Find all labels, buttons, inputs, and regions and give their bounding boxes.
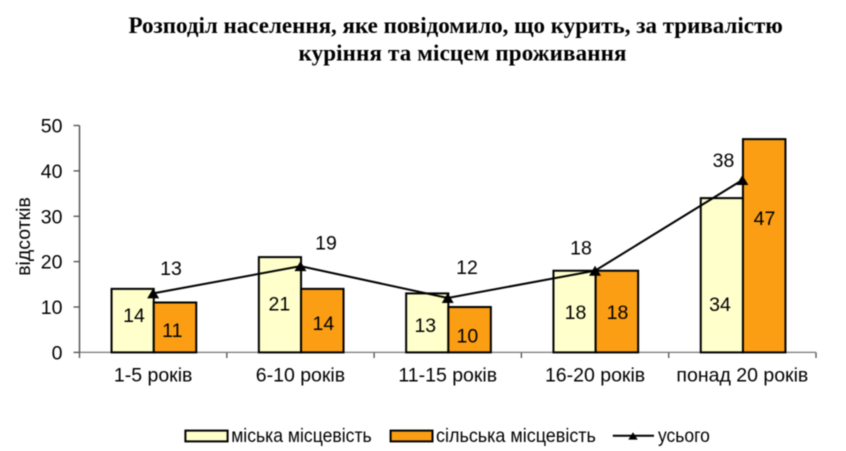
svg-text:Розподіл населення, яке повідо: Розподіл населення, яке повідомило, що к…	[129, 13, 783, 38]
svg-text:18: 18	[565, 302, 587, 324]
svg-text:47: 47	[754, 208, 776, 230]
svg-text:40: 40	[41, 161, 63, 183]
svg-text:відсотків: відсотків	[13, 197, 35, 276]
svg-text:11: 11	[162, 320, 182, 342]
svg-text:14: 14	[313, 313, 335, 335]
svg-text:34: 34	[709, 294, 731, 316]
svg-text:міська місцевість: міська місцевість	[231, 425, 372, 447]
svg-text:18: 18	[570, 237, 592, 259]
svg-text:50: 50	[41, 116, 63, 138]
svg-text:10: 10	[41, 297, 63, 319]
svg-text:14: 14	[123, 305, 145, 327]
svg-text:куріння та місцем проживання: куріння та місцем проживання	[299, 41, 627, 66]
svg-text:20: 20	[41, 252, 63, 274]
svg-text:16-20 років: 16-20 років	[545, 364, 645, 386]
svg-text:1-5 років: 1-5 років	[114, 364, 193, 386]
svg-text:понад 20 років: понад 20 років	[676, 364, 808, 386]
svg-text:18: 18	[607, 302, 629, 324]
svg-text:21: 21	[269, 294, 291, 316]
svg-text:19: 19	[315, 232, 337, 254]
svg-text:30: 30	[41, 206, 63, 228]
svg-text:11-15 років: 11-15 років	[398, 364, 497, 386]
svg-text:13: 13	[160, 258, 182, 280]
svg-text:38: 38	[713, 150, 735, 172]
svg-text:13: 13	[414, 315, 436, 337]
svg-text:10: 10	[457, 326, 479, 348]
svg-text:12: 12	[456, 257, 478, 279]
svg-text:сільська місцевість: сільська місцевість	[436, 425, 596, 447]
svg-text:усього: усього	[658, 425, 710, 447]
svg-text:6-10 років: 6-10 років	[256, 364, 345, 386]
svg-text:0: 0	[52, 342, 63, 364]
